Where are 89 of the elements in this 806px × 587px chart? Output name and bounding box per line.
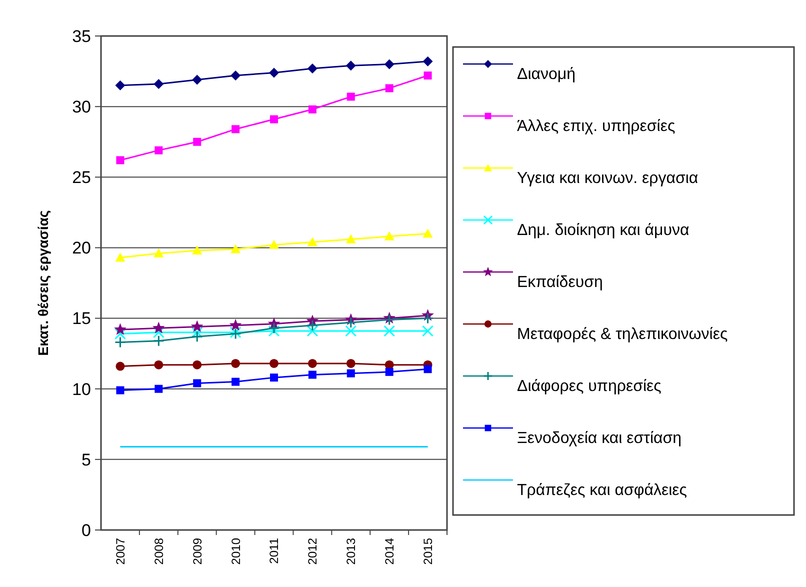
x-tick-label: 2010 <box>228 538 243 565</box>
point <box>152 326 164 338</box>
point <box>193 138 202 146</box>
x-tick-label: 2013 <box>344 538 358 565</box>
point <box>306 320 318 332</box>
x-tick-label: 2009 <box>190 538 204 565</box>
point <box>306 325 318 337</box>
point <box>232 125 240 134</box>
y-tick-label: 10 <box>72 380 91 399</box>
point <box>154 78 164 89</box>
point <box>191 330 203 342</box>
point <box>422 228 433 238</box>
legend-label: Άλλες επιχ. υπηρεσίες <box>517 118 676 135</box>
legend-label: Διάφορες υπηρεσίες <box>517 378 662 395</box>
point <box>114 323 126 335</box>
point <box>115 252 126 262</box>
point <box>192 74 202 85</box>
point <box>116 386 124 394</box>
point <box>192 246 202 255</box>
y-tick-label: 30 <box>72 98 91 117</box>
y-tick-label: 15 <box>72 309 91 328</box>
legend-label: Εκπαίδευση <box>517 274 603 291</box>
x-tick-label: 2012 <box>306 538 320 565</box>
point <box>270 358 278 368</box>
point <box>191 326 203 338</box>
point <box>232 378 240 386</box>
legend-label: Υγεια και κοινων. εργασια <box>517 170 698 187</box>
point <box>308 105 316 114</box>
point <box>422 325 434 337</box>
point <box>346 92 355 101</box>
point <box>384 59 394 70</box>
point <box>307 237 318 246</box>
point <box>270 374 278 382</box>
point <box>422 312 434 324</box>
point <box>154 248 164 258</box>
point <box>231 358 240 368</box>
point <box>230 70 241 81</box>
point <box>192 360 202 370</box>
point <box>152 335 164 347</box>
x-tick-label: 2007 <box>113 538 128 565</box>
point <box>308 370 316 379</box>
point <box>116 362 125 371</box>
point <box>270 115 278 124</box>
point <box>154 384 163 393</box>
point <box>424 365 432 374</box>
point <box>422 56 433 66</box>
y-tick-label: 35 <box>72 26 91 46</box>
y-tick-label: 0 <box>82 520 91 540</box>
point <box>384 231 394 240</box>
point <box>229 318 242 331</box>
x-tick-label: 2015 <box>420 538 435 565</box>
point <box>269 240 279 249</box>
point <box>268 322 280 334</box>
x-tick-label: 2014 <box>382 538 397 565</box>
point <box>154 146 163 154</box>
point <box>345 325 357 337</box>
y-tick-label: 25 <box>72 168 91 188</box>
point <box>269 68 279 78</box>
point <box>115 80 126 90</box>
y-axis-title: Εκατ. θέσεις εργασίας <box>35 210 51 356</box>
point <box>268 325 280 337</box>
point <box>152 322 165 334</box>
legend-label: Δημ. διοίκηση και άμυνα <box>517 222 690 239</box>
point <box>114 328 126 340</box>
point <box>346 234 356 244</box>
point <box>384 325 396 337</box>
y-tick-label: 20 <box>72 238 91 258</box>
legend-label: Μεταφορές & τηλεπικοινωνίες <box>517 326 728 343</box>
point <box>193 379 202 388</box>
point <box>346 358 356 368</box>
point <box>190 320 204 332</box>
legend-label: Ξενοδοχεία και εστίαση <box>517 430 682 447</box>
y-tick-label: 5 <box>82 450 91 470</box>
x-tick-label: 2011 <box>267 538 282 564</box>
legend-label: Τράπεζες και ασφάλειες <box>517 482 688 499</box>
point <box>385 84 394 92</box>
point <box>230 244 241 254</box>
point <box>424 72 432 80</box>
x-tick-label: 2008 <box>152 538 166 565</box>
point <box>116 156 124 164</box>
point <box>385 368 394 376</box>
legend-label: Διανομή <box>517 66 576 83</box>
point <box>345 316 357 328</box>
point <box>346 60 356 71</box>
point <box>308 358 317 368</box>
point <box>307 63 318 74</box>
point <box>346 369 355 378</box>
point <box>154 360 164 370</box>
point <box>114 336 126 348</box>
